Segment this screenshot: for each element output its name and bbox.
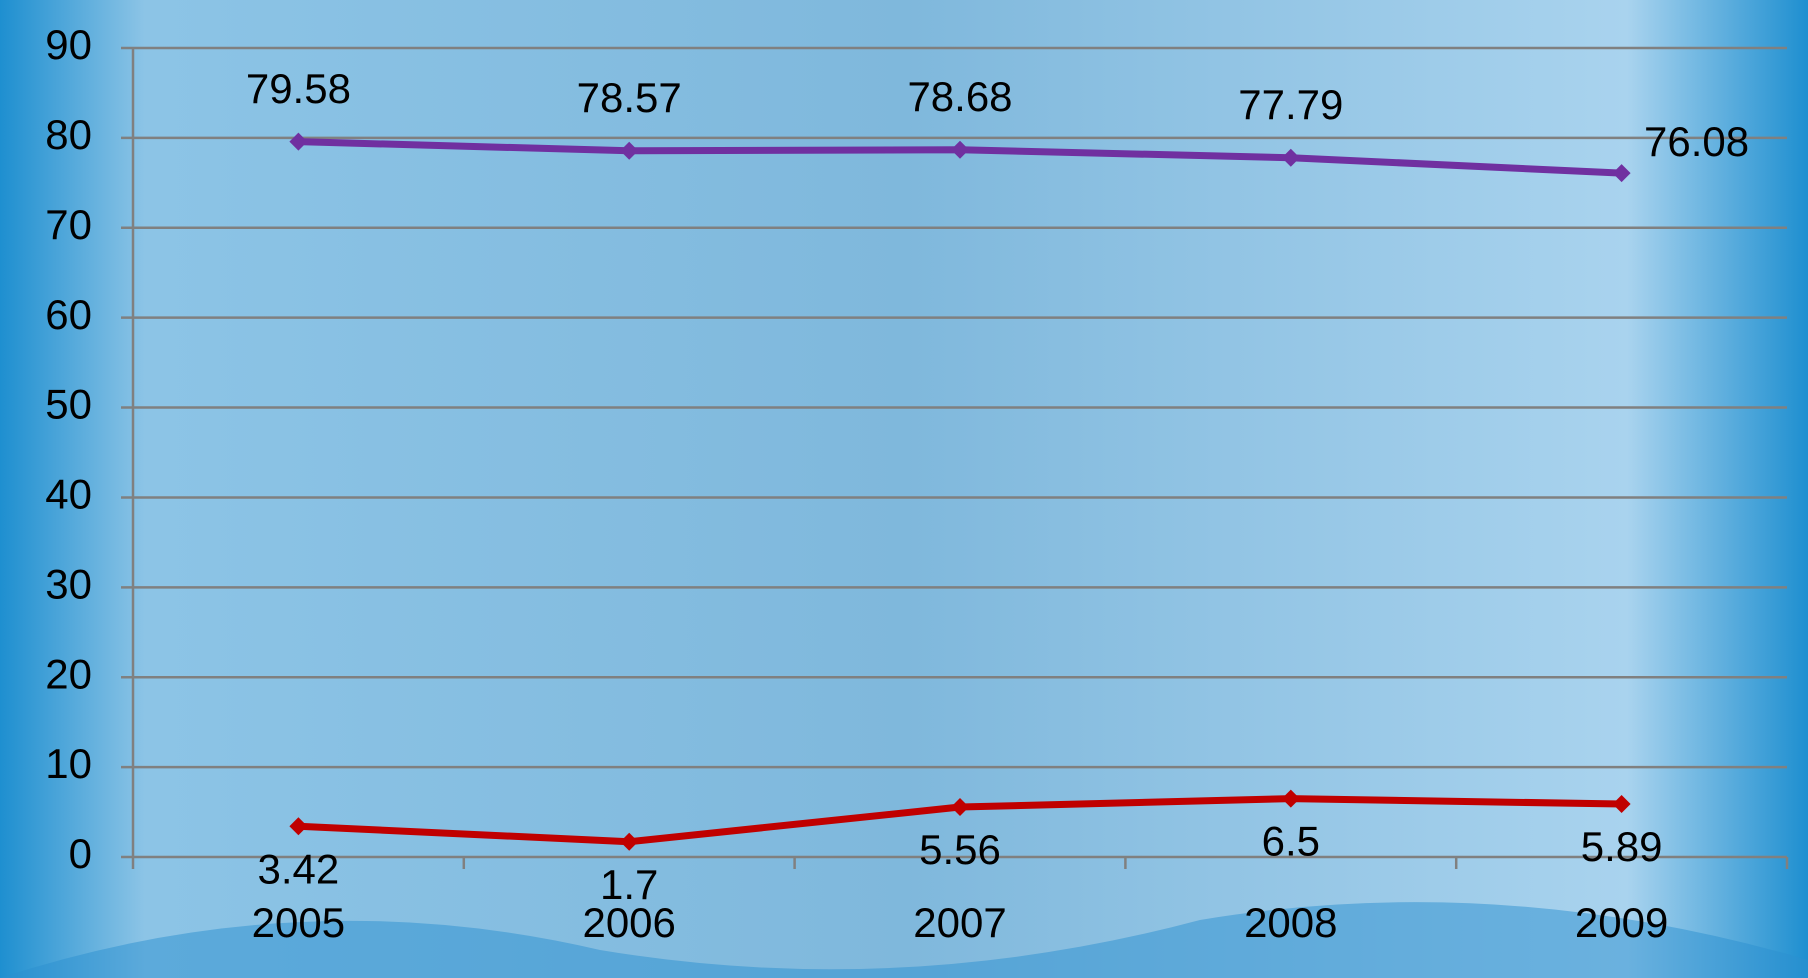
x-tick-label: 2005 [252, 899, 345, 946]
y-tick-label: 80 [45, 111, 92, 158]
y-tick-label: 0 [69, 830, 92, 877]
data-label: 5.56 [919, 826, 1001, 873]
wave [0, 902, 1808, 978]
marker [1281, 148, 1300, 167]
y-tick-label: 90 [45, 21, 92, 68]
data-label: 78.57 [577, 74, 682, 121]
y-tick-label: 30 [45, 560, 92, 607]
marker [1612, 164, 1631, 183]
marker [1281, 789, 1300, 808]
y-tick-label: 10 [45, 740, 92, 787]
data-label: 5.89 [1581, 823, 1663, 870]
marker [1612, 795, 1631, 814]
data-label: 3.42 [258, 845, 340, 892]
data-label: 1.7 [600, 861, 658, 908]
data-label: 6.5 [1262, 818, 1320, 865]
data-label: 77.79 [1238, 81, 1343, 128]
marker [620, 141, 639, 160]
y-tick-label: 20 [45, 650, 92, 697]
data-label: 76.08 [1644, 118, 1749, 165]
x-tick-label: 2007 [913, 899, 1006, 946]
y-tick-label: 70 [45, 201, 92, 248]
x-tick-label: 2009 [1575, 899, 1668, 946]
marker [951, 798, 969, 817]
y-tick-label: 50 [45, 381, 92, 428]
y-tick-label: 60 [45, 291, 92, 338]
x-tick-label: 2006 [582, 899, 675, 946]
data-label: 79.58 [246, 65, 351, 112]
marker [620, 832, 639, 851]
marker [951, 140, 969, 159]
x-tick-label: 2008 [1244, 899, 1337, 946]
data-label: 78.68 [907, 73, 1012, 120]
marker [289, 132, 308, 151]
y-tick-label: 40 [45, 471, 92, 518]
marker [289, 817, 308, 836]
